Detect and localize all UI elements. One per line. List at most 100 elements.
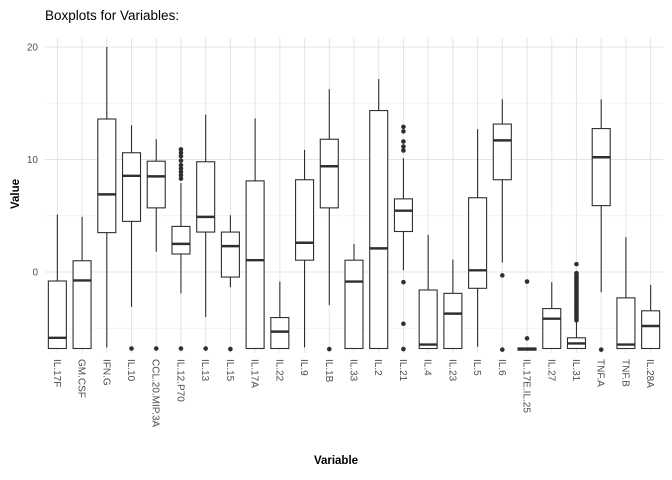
plot-title: Boxplots for Variables: bbox=[45, 8, 180, 23]
x-axis-title: Variable bbox=[313, 455, 359, 467]
x-tick-label: TNF.B bbox=[619, 359, 630, 387]
outlier-point bbox=[228, 346, 233, 352]
boxplot-IL.27 bbox=[542, 282, 562, 350]
boxplot-IL.10 bbox=[121, 125, 142, 351]
box bbox=[393, 198, 413, 233]
box bbox=[196, 161, 216, 233]
boxplot-IL.9 bbox=[295, 149, 315, 348]
x-tick-label: IL.28A bbox=[644, 359, 655, 388]
x-tick-label: IL.2 bbox=[372, 359, 383, 376]
outlier-point bbox=[203, 346, 208, 351]
y-axis-title: Value bbox=[10, 178, 22, 210]
x-tick-label: IL.22 bbox=[273, 359, 284, 382]
box bbox=[418, 289, 438, 350]
y-tick-label: 10 bbox=[27, 155, 39, 166]
x-tick-label: IL.31 bbox=[570, 359, 581, 382]
boxplot-IL.17E.IL.25 bbox=[517, 279, 537, 351]
x-tick-label: IL.10 bbox=[125, 359, 136, 382]
x-tick-label: GM.CSF bbox=[76, 359, 87, 398]
box bbox=[468, 197, 488, 289]
outlier-point bbox=[178, 169, 184, 175]
boxplot-IL.4 bbox=[418, 234, 438, 350]
outlier-point bbox=[524, 336, 530, 341]
box bbox=[97, 118, 117, 234]
x-tick-label: IL.23 bbox=[446, 359, 457, 382]
box bbox=[270, 317, 290, 350]
boxplot-IL.15 bbox=[220, 215, 240, 352]
outlier-point bbox=[178, 346, 184, 351]
outlier-point bbox=[178, 153, 184, 159]
x-tick-label: IL.12.P70 bbox=[174, 359, 185, 402]
boxplot-IL.22 bbox=[270, 281, 290, 350]
outlier-point bbox=[598, 347, 604, 352]
box bbox=[220, 231, 240, 278]
x-tick-label: IL.17F bbox=[51, 359, 62, 387]
boxplot-IL.31 bbox=[566, 261, 587, 350]
x-tick-label: IFN.G bbox=[100, 359, 111, 386]
box bbox=[542, 308, 562, 350]
box bbox=[344, 259, 364, 350]
outlier-point bbox=[574, 318, 579, 323]
boxplot-TNF.B bbox=[616, 237, 636, 350]
box bbox=[245, 180, 265, 350]
x-tick-label: IL.17E.IL.25 bbox=[521, 359, 532, 413]
outlier-point bbox=[178, 158, 184, 163]
outlier-point bbox=[524, 279, 530, 284]
boxplot-IL.17F bbox=[47, 214, 67, 350]
box bbox=[319, 138, 339, 209]
outlier-point bbox=[129, 346, 134, 351]
outlier-point bbox=[178, 166, 184, 171]
box bbox=[641, 310, 661, 350]
boxplot-IL.2 bbox=[369, 79, 389, 350]
box bbox=[443, 292, 463, 350]
outlier-point bbox=[401, 321, 406, 327]
outlier-point bbox=[178, 147, 184, 152]
boxplot-CCL.20.MIP.3A bbox=[146, 139, 166, 351]
outlier-point bbox=[401, 124, 406, 130]
x-tick-label: IL.15 bbox=[224, 359, 235, 382]
outlier-point bbox=[401, 279, 406, 285]
box bbox=[146, 160, 166, 209]
boxplot-IL.6 bbox=[492, 99, 512, 352]
x-tick-label: CCL.20.MIP.3A bbox=[150, 359, 161, 428]
x-tick-label: IL.5 bbox=[471, 359, 482, 376]
outlier-point bbox=[178, 172, 184, 178]
outlier-point bbox=[326, 346, 332, 352]
boxplot-IL.23 bbox=[443, 259, 463, 350]
outlier-point bbox=[401, 346, 406, 352]
box bbox=[492, 123, 512, 181]
boxplot-IL.33 bbox=[344, 243, 364, 350]
outlier-point bbox=[500, 347, 505, 352]
box bbox=[47, 280, 67, 350]
boxplot-IL.21 bbox=[393, 124, 413, 352]
boxplot-TNF.A bbox=[591, 99, 611, 352]
x-tick-label: IL.17A bbox=[249, 359, 260, 388]
x-tick-label: IL.9 bbox=[298, 359, 309, 376]
boxplot-IFN.G bbox=[97, 47, 117, 348]
outlier-point bbox=[178, 162, 184, 168]
boxplot-IL.13 bbox=[196, 114, 216, 351]
outlier-point bbox=[401, 129, 406, 134]
box bbox=[295, 179, 315, 261]
box bbox=[72, 260, 92, 350]
box bbox=[171, 225, 191, 255]
boxplot-IL.12.P70 bbox=[171, 147, 191, 351]
boxplot-GM.CSF bbox=[72, 216, 92, 350]
x-tick-label: IL.33 bbox=[348, 359, 359, 382]
box bbox=[369, 110, 389, 350]
outlier-point bbox=[401, 139, 406, 144]
outlier-point bbox=[178, 176, 184, 181]
x-tick-label: IL.21 bbox=[397, 359, 408, 382]
box bbox=[121, 152, 142, 222]
x-tick-label: IL.6 bbox=[496, 359, 507, 376]
boxplot-IL.1B bbox=[319, 89, 339, 352]
outlier-point bbox=[178, 150, 184, 156]
x-tick-label: IL.27 bbox=[545, 359, 556, 382]
boxplot-IL.17A bbox=[245, 118, 265, 350]
x-tick-label: IL.4 bbox=[422, 359, 433, 376]
boxplot-IL.5 bbox=[468, 129, 488, 347]
x-tick-label: IL.13 bbox=[199, 359, 210, 382]
boxplot-IL.28A bbox=[641, 284, 661, 350]
x-tick-label: IL.1B bbox=[323, 359, 334, 383]
